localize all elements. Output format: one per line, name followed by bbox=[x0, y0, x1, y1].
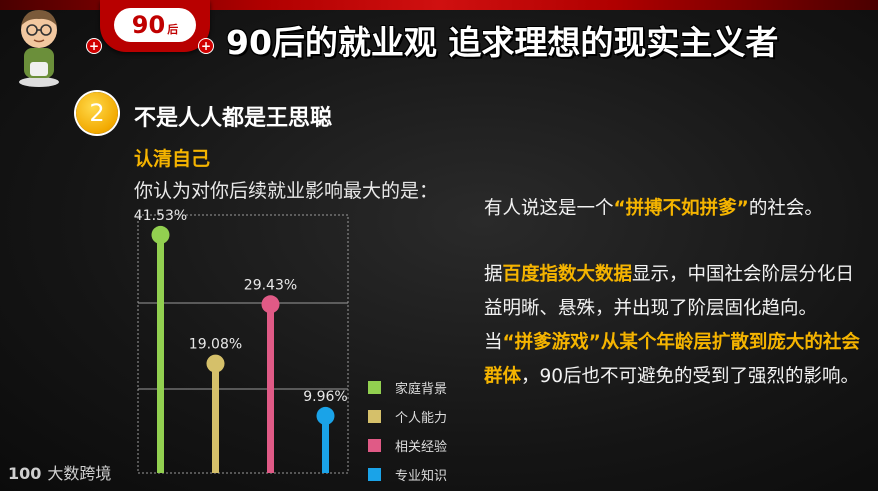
legend-item: 家庭背景 bbox=[368, 373, 447, 402]
lollipop-point bbox=[151, 225, 170, 244]
section-subheading: 认清自己 bbox=[134, 148, 211, 170]
legend-label: 专业知识 bbox=[395, 469, 448, 484]
commentary-paragraph-2: 据百度指数大数据显示，中国社会阶层分化日益明晰、悬殊，并出现了阶层固化趋向。当“… bbox=[484, 258, 864, 394]
highlight-text: “拼爹游戏”从某个年龄层扩散到庞大的社会群体 bbox=[484, 332, 860, 387]
highlight-text: 百度指数大数据 bbox=[502, 264, 633, 285]
section-heading: 不是人人都是王思聪 bbox=[134, 106, 333, 131]
legend-label: 个人能力 bbox=[395, 411, 448, 426]
badge-number: 90 bbox=[131, 11, 166, 39]
lollipop-point bbox=[316, 406, 335, 425]
lollipop-chart: 41.53% 19.08% 29.43% 9.96% bbox=[134, 208, 349, 474]
legend-swatch bbox=[368, 468, 381, 481]
text-run: 据 bbox=[484, 264, 503, 285]
plus-icon: + bbox=[86, 38, 102, 54]
legend-swatch bbox=[368, 410, 381, 423]
logo-mark: 100 bbox=[8, 464, 42, 483]
legend-label: 相关经验 bbox=[395, 440, 448, 455]
commentary: 有人说这是一个“拼搏不如拼爹”的社会。 据百度指数大数据显示，中国社会阶层分化日… bbox=[484, 192, 864, 394]
data-label: 19.08% bbox=[189, 337, 242, 353]
section-number-badge: 2 bbox=[76, 92, 118, 134]
legend-item: 专业知识 bbox=[368, 460, 447, 489]
text-run: 的社会。 bbox=[748, 198, 823, 219]
chart-frame bbox=[137, 214, 349, 474]
chart-legend: 家庭背景个人能力相关经验专业知识 bbox=[368, 373, 447, 489]
badge-suffix: 后 bbox=[167, 23, 179, 36]
survey-question: 你认为对你后续就业影响最大的是： bbox=[134, 180, 439, 202]
highlight-text: “拼搏不如拼爹” bbox=[613, 198, 749, 219]
top-red-band bbox=[0, 0, 878, 10]
legend-item: 个人能力 bbox=[368, 402, 447, 431]
data-label: 9.96% bbox=[303, 389, 347, 405]
legend-swatch bbox=[368, 381, 381, 394]
mascot-illustration bbox=[19, 10, 59, 87]
brand-logo: 100 大数跨境 bbox=[8, 460, 111, 484]
data-label: 41.53% bbox=[134, 208, 187, 224]
header-badge: 90 后 bbox=[114, 8, 196, 42]
legend-swatch bbox=[368, 439, 381, 452]
text-run: ，90后也不可避免的受到了强烈的影响。 bbox=[521, 366, 860, 387]
data-label: 29.43% bbox=[244, 277, 297, 293]
lollipop-point bbox=[261, 295, 280, 314]
lollipop-point bbox=[206, 354, 225, 373]
text-run: 显示，中国社会阶层分化日益明晰、悬殊，并出现了阶层固化趋向。当 bbox=[484, 264, 855, 353]
logo-text: 大数跨境 bbox=[47, 464, 112, 483]
page-title: 90后的就业观 追求理想的现实主义者 bbox=[226, 23, 779, 62]
legend-item: 相关经验 bbox=[368, 431, 447, 460]
plus-icon: + bbox=[198, 38, 214, 54]
commentary-paragraph-1: 有人说这是一个“拼搏不如拼爹”的社会。 bbox=[484, 192, 864, 226]
legend-label: 家庭背景 bbox=[395, 382, 448, 397]
text-run: 有人说这是一个 bbox=[484, 198, 614, 219]
